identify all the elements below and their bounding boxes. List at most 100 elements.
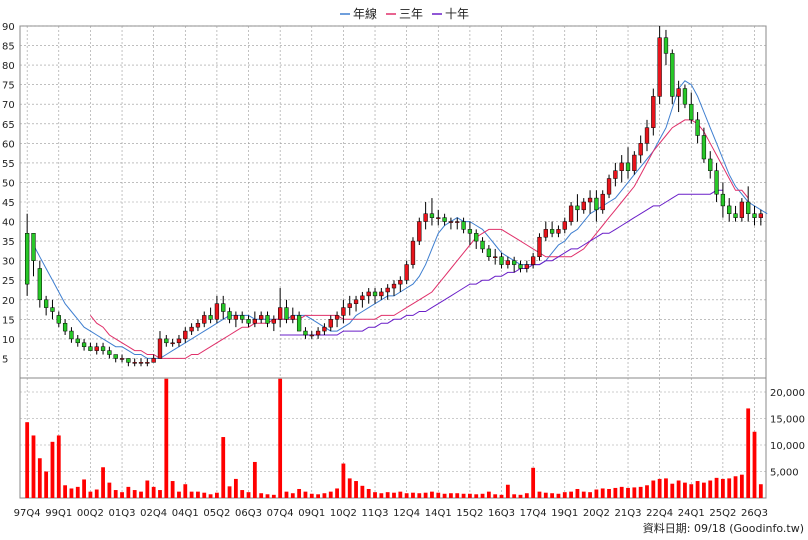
candle-body-89 (581, 201, 586, 211)
candle-107 (695, 112, 700, 144)
volume-bar-100 (651, 480, 656, 498)
volume-bar-61 (404, 493, 409, 498)
candle-body-99 (644, 127, 650, 144)
volume-bar-79 (518, 494, 523, 498)
candle-58 (385, 284, 390, 300)
candle-body-20 (145, 362, 150, 364)
x-tick-09Q1: 09Q1 (298, 508, 325, 519)
candle-body-60 (398, 279, 403, 285)
volume-bar-41 (278, 378, 283, 498)
volume-bar-112 (727, 478, 732, 498)
price-tick-75: 75 (2, 81, 15, 92)
x-tick-24Q1: 24Q1 (678, 508, 705, 519)
volume-bar-85 (556, 493, 561, 498)
volume-bar-70 (461, 493, 466, 498)
volume-bar-14 (107, 482, 112, 498)
candle-91 (594, 190, 599, 222)
candle-body-45 (303, 330, 308, 336)
candle-31 (214, 295, 220, 324)
volume-tick-1: 5,000 (770, 468, 799, 479)
candle-body-117 (758, 213, 763, 218)
volume-bar-37 (252, 461, 257, 498)
x-tick-22Q4: 22Q4 (646, 508, 673, 519)
volume-bar-106 (689, 484, 694, 498)
price-tick-15: 15 (2, 315, 15, 326)
volume-bar-65 (430, 491, 434, 498)
candle-4 (43, 295, 49, 316)
candle-body-59 (391, 283, 397, 289)
candle-body-102 (663, 37, 669, 54)
candle-5 (50, 299, 55, 320)
volume-bar-16 (120, 492, 124, 498)
candle-body-93 (606, 178, 612, 195)
volume-bar-44 (297, 488, 302, 498)
volume-bar-71 (468, 493, 472, 498)
candle-92 (600, 190, 605, 214)
candle-body-94 (613, 170, 618, 179)
volume-bar-2 (31, 435, 36, 498)
volume-bar-33 (227, 486, 232, 498)
volume-bar-69 (455, 493, 460, 498)
price-tick-5: 5 (2, 354, 8, 365)
candle-body-61 (404, 264, 409, 281)
volume-bar-10 (82, 479, 86, 498)
candle-81 (530, 252, 536, 269)
candle-9 (75, 334, 80, 347)
price-tick-35: 35 (2, 237, 15, 248)
candle-80 (524, 260, 529, 273)
candle-body-50 (334, 315, 340, 320)
volume-bar-73 (480, 493, 485, 498)
volume-bar-96 (626, 487, 630, 498)
candle-body-41 (278, 307, 283, 320)
volume-bar-36 (246, 492, 251, 498)
candle-71 (467, 221, 473, 246)
candle-body-71 (467, 229, 473, 234)
x-tick-12Q4: 12Q4 (393, 508, 420, 519)
price-tick-20: 20 (2, 296, 15, 307)
candle-89 (581, 198, 586, 214)
candle-body-64 (423, 213, 428, 222)
volume-grid (20, 391, 766, 472)
candle-43 (290, 307, 295, 324)
candle-body-70 (461, 221, 466, 230)
candle-50 (334, 311, 340, 328)
candle-body-16 (119, 358, 125, 360)
volume-bar-25 (177, 491, 181, 498)
candle-body-52 (347, 303, 352, 308)
volume-bar-58 (385, 492, 390, 498)
volume-bar-29 (202, 492, 207, 498)
volume-bar-115 (746, 408, 751, 498)
candle-12 (94, 342, 99, 355)
price-grid (20, 25, 766, 359)
volume-bar-24 (170, 481, 175, 498)
candle-77 (505, 256, 510, 269)
x-tick-05Q2: 05Q2 (203, 508, 230, 519)
volume-bar-81 (531, 467, 536, 498)
volume-bar-74 (486, 491, 491, 498)
x-tick-00Q2: 00Q2 (77, 508, 104, 519)
x-tick-16Q3: 16Q3 (488, 508, 515, 519)
x-tick-19Q1: 19Q1 (551, 508, 578, 519)
candle-101 (657, 26, 662, 105)
candle-86 (562, 217, 567, 234)
candle-body-36 (246, 319, 251, 324)
candle-61 (404, 260, 409, 285)
volume-bar-30 (208, 494, 213, 498)
candle-13 (100, 342, 106, 355)
price-tick-30: 30 (2, 257, 15, 268)
candle-79 (518, 260, 523, 273)
candle-body-86 (562, 221, 567, 230)
candle-42 (284, 299, 289, 324)
volume-bar-114 (739, 474, 744, 498)
candle-67 (442, 213, 447, 226)
volume-bar-76 (499, 494, 504, 498)
candle-82 (537, 233, 542, 261)
volume-bar-28 (196, 491, 200, 498)
chart-legend: 年線 三年 十年 (340, 6, 469, 21)
candle-body-92 (600, 193, 605, 211)
candle-108 (701, 127, 707, 163)
footer-source: 資料日期: 09/18 (Goodinfo.tw) (643, 521, 804, 535)
candle-60 (398, 276, 403, 292)
legend-label-1: 年線 (353, 6, 377, 21)
candle-body-54 (360, 295, 365, 301)
